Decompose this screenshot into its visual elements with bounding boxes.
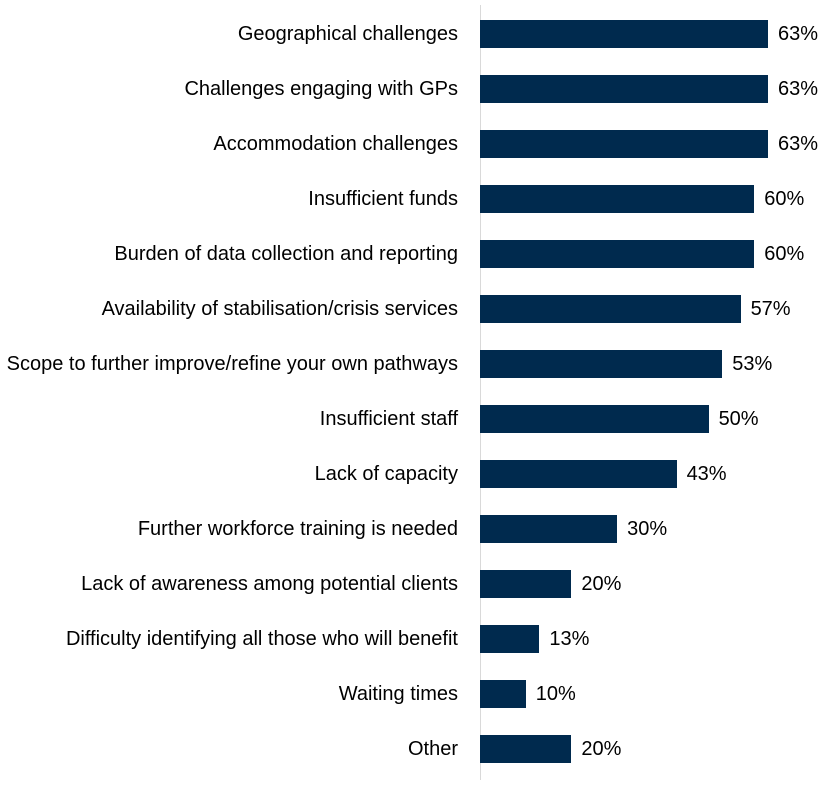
category-label: Burden of data collection and reporting [114, 243, 458, 265]
bar [480, 515, 618, 543]
value-label: 60% [764, 188, 805, 210]
axis-line [480, 5, 481, 780]
bar [480, 735, 572, 763]
category-label: Availability of stabilisation/crisis ser… [101, 298, 458, 320]
category-label: Geographical challenges [237, 23, 458, 45]
value-label: 20% [581, 573, 622, 595]
category-label: Waiting times [338, 683, 458, 705]
category-label: Difficulty identifying all those who wil… [65, 628, 458, 650]
value-label: 20% [581, 738, 622, 760]
bar [480, 185, 755, 213]
bar [480, 350, 723, 378]
value-label: 10% [535, 683, 576, 705]
category-label: Insufficient funds [308, 188, 458, 210]
bar [480, 130, 768, 158]
bar [480, 680, 526, 708]
bar [480, 570, 572, 598]
value-label: 53% [732, 353, 773, 375]
category-label: Scope to further improve/refine your own… [6, 353, 458, 375]
category-label: Insufficient staff [319, 408, 458, 430]
category-label: Further workforce training is needed [137, 518, 458, 540]
category-label: Lack of awareness among potential client… [81, 573, 458, 595]
value-label: 13% [549, 628, 590, 650]
category-label: Challenges engaging with GPs [184, 78, 458, 100]
value-label: 60% [764, 243, 805, 265]
bar [480, 240, 755, 268]
category-label: Other [407, 738, 458, 760]
category-label: Lack of capacity [314, 463, 458, 485]
bar [480, 625, 540, 653]
category-label: Accommodation challenges [213, 133, 458, 155]
bar [480, 20, 768, 48]
bar [480, 405, 709, 433]
value-label: 63% [778, 78, 819, 100]
value-label: 50% [718, 408, 759, 430]
value-label: 63% [778, 133, 819, 155]
value-label: 43% [686, 463, 727, 485]
value-label: 57% [750, 298, 791, 320]
bar [480, 460, 677, 488]
bar [480, 75, 768, 103]
bar [480, 295, 741, 323]
value-label: 30% [627, 518, 668, 540]
value-label: 63% [778, 23, 819, 45]
